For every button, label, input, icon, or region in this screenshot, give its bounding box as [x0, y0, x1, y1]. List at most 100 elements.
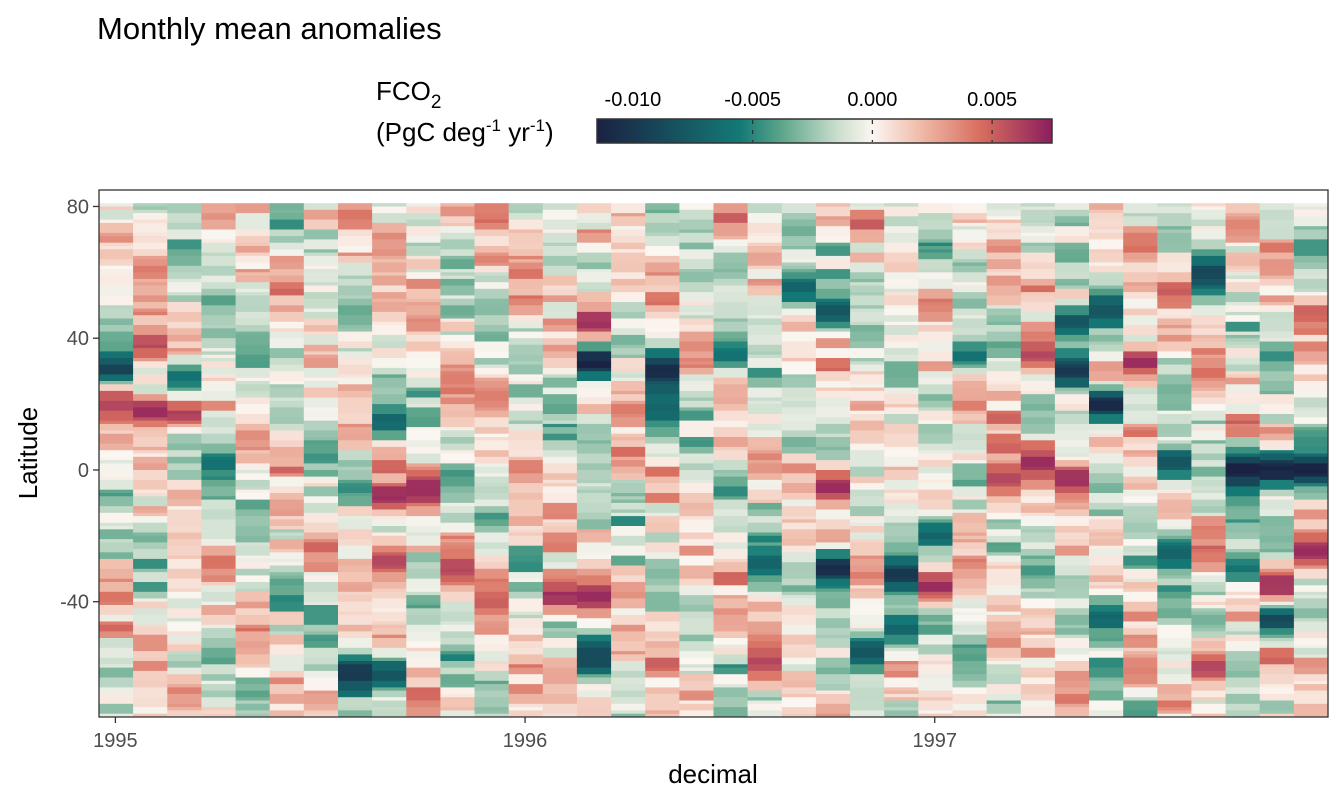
- heatmap-cell: [1225, 341, 1261, 346]
- heatmap-cell: [679, 381, 715, 385]
- heatmap-cell: [611, 417, 646, 421]
- heatmap-cell: [815, 470, 851, 481]
- heatmap-cell: [1020, 209, 1056, 221]
- heatmap-cell: [884, 493, 919, 497]
- heatmap-cell: [952, 433, 988, 441]
- heatmap-cell: [986, 568, 1022, 576]
- heatmap-cell: [1259, 496, 1295, 500]
- heatmap-cell: [133, 278, 168, 283]
- heatmap-cell: [645, 631, 680, 639]
- heatmap-cell: [815, 321, 851, 329]
- heatmap-cell: [372, 420, 407, 431]
- heatmap-cell: [338, 572, 373, 583]
- heatmap-cell: [1157, 450, 1192, 458]
- heatmap-cell: [1020, 321, 1056, 333]
- heatmap-cell: [576, 489, 612, 494]
- heatmap-cell: [1225, 344, 1261, 349]
- heatmap-cell: [747, 222, 783, 234]
- heatmap-cell: [542, 285, 578, 290]
- heatmap-cell: [952, 367, 988, 375]
- heatmap-cell: [440, 318, 476, 323]
- heatmap-cell: [918, 499, 953, 510]
- heatmap-cell: [1328, 658, 1344, 662]
- heatmap-cell: [1020, 351, 1056, 356]
- heatmap-cell: [133, 670, 168, 682]
- heatmap-cell: [201, 647, 237, 659]
- heatmap-cell: [474, 288, 510, 300]
- heatmap-cell: [1191, 641, 1227, 649]
- heatmap-cell: [338, 246, 373, 253]
- heatmap-cell: [645, 255, 680, 260]
- heatmap-cell: [1123, 381, 1158, 388]
- heatmap-cell: [440, 249, 476, 257]
- heatmap-cell: [1259, 549, 1295, 553]
- heatmap-cell: [201, 539, 237, 547]
- heatmap-cell: [679, 410, 715, 421]
- heatmap-cell: [167, 598, 202, 609]
- heatmap-cell: [1123, 292, 1158, 300]
- heatmap-cell: [133, 325, 168, 336]
- heatmap-cell: [1054, 608, 1090, 616]
- heatmap-cell: [1123, 404, 1158, 412]
- heatmap-cell: [1328, 256, 1344, 266]
- heatmap-cell: [474, 519, 510, 527]
- heatmap-cell: [1328, 302, 1344, 312]
- heatmap-cell: [1191, 427, 1227, 431]
- heatmap-cell: [1328, 404, 1344, 411]
- heatmap-cell: [1089, 315, 1124, 319]
- heatmap-cell: [781, 321, 817, 333]
- heatmap-cell: [372, 582, 407, 589]
- heatmap-cell: [1191, 404, 1227, 412]
- heatmap-cell: [645, 443, 680, 454]
- heatmap-cell: [133, 203, 168, 207]
- heatmap-cell: [952, 634, 988, 645]
- heatmap-cell: [781, 644, 817, 652]
- heatmap-cell: [269, 275, 305, 283]
- heatmap-cell: [406, 430, 441, 441]
- heatmap-cell: [1089, 463, 1124, 474]
- heatmap-cell: [474, 450, 510, 458]
- heatmap-cell: [747, 479, 783, 484]
- heatmap-cell: [1123, 588, 1158, 593]
- heatmap-cell: [338, 470, 373, 481]
- heatmap-cell: [611, 344, 646, 349]
- heatmap-cell: [440, 259, 476, 270]
- heatmap-cell: [713, 311, 749, 319]
- heatmap-cell: [440, 394, 476, 398]
- heatmap-cell: [269, 384, 305, 388]
- heatmap-cell: [1020, 450, 1056, 458]
- heatmap-cell: [986, 463, 1022, 474]
- heatmap-cell: [1089, 430, 1124, 435]
- heatmap-cell: [713, 390, 749, 398]
- heatmap-cell: [918, 700, 953, 711]
- heatmap-cell: [815, 288, 851, 300]
- heatmap-cell: [747, 305, 783, 316]
- heatmap-cell: [918, 278, 953, 290]
- heatmap-cell: [781, 707, 817, 715]
- heatmap-cell: [542, 647, 578, 659]
- heatmap-cell: [542, 552, 578, 563]
- heatmap-cell: [440, 591, 476, 603]
- heatmap-cell: [850, 700, 885, 711]
- heatmap-cell: [1054, 325, 1090, 329]
- heatmap-cell: [1259, 657, 1295, 665]
- heatmap-cell: [884, 292, 919, 296]
- heatmap-cell: [1054, 259, 1090, 263]
- heatmap-cell: [576, 608, 612, 619]
- heatmap-cell: [713, 420, 749, 428]
- heatmap-cell: [133, 651, 168, 659]
- heatmap-cell: [1225, 305, 1261, 313]
- heatmap-cell: [338, 539, 373, 547]
- heatmap-cell: [1020, 440, 1056, 451]
- heatmap-cell: [815, 358, 851, 369]
- heatmap-cell: [338, 423, 373, 428]
- heatmap-cell: [1328, 473, 1344, 483]
- heatmap-cell: [781, 203, 817, 214]
- heatmap-cell: [1191, 367, 1227, 379]
- heatmap-cell: [269, 305, 305, 313]
- heatmap-cell: [474, 305, 510, 316]
- heatmap-cell: [372, 470, 407, 474]
- heatmap-cell: [269, 532, 305, 537]
- heatmap-cell: [884, 440, 919, 448]
- heatmap-cell: [1020, 489, 1056, 497]
